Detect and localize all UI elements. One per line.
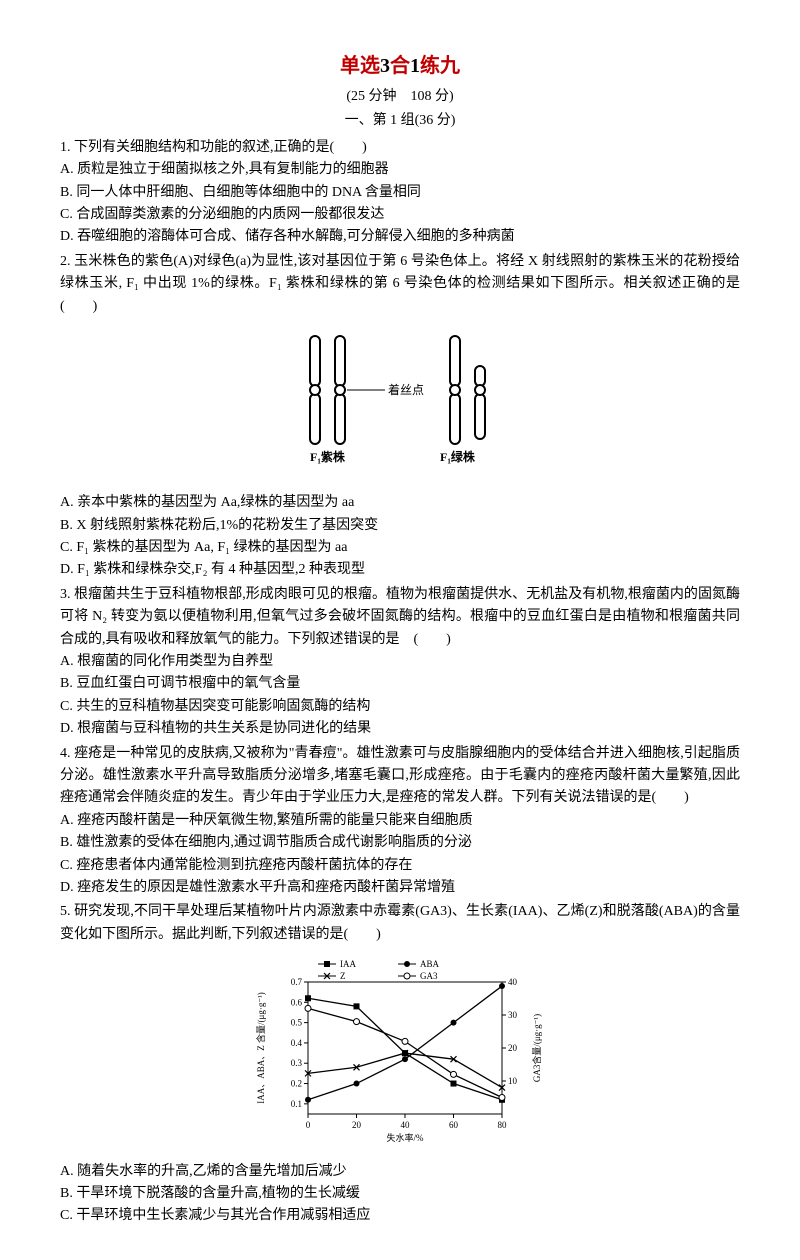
- title-part-5: 练九: [420, 55, 460, 77]
- f1-purple-label: F₁紫株: [310, 449, 346, 464]
- q2-option-a: A. 亲本中紫株的基因型为 Aa,绿株的基因型为 aa: [60, 492, 740, 514]
- q4-option-c: C. 痤疮患者体内通常能检测到抗痤疮丙酸杆菌抗体的存在: [60, 855, 740, 877]
- page-title: 单选3合1练九: [60, 50, 740, 82]
- svg-text:30: 30: [508, 1010, 518, 1020]
- svg-text:IAA: IAA: [340, 959, 356, 969]
- time-score: (25 分钟 108 分): [60, 86, 740, 108]
- q2-option-c: C. F₁ 紫株的基因型为 Aa, F₁ 绿株的基因型为 aa: [60, 537, 740, 559]
- q4-option-a: A. 痤疮丙酸杆菌是一种厌氧微生物,繁殖所需的能量只能来自细胞质: [60, 810, 740, 832]
- svg-text:80: 80: [498, 1120, 508, 1130]
- question-4: 4. 痤疮是一种常见的皮肤病,又被称为"青春痘"。雄性激素可与皮脂腺细胞内的受体…: [60, 743, 740, 900]
- q2-stem: 2. 玉米株色的紫色(A)对绿色(a)为显性,该对基因位于第 6 号染色体上。将…: [60, 251, 740, 318]
- svg-text:0.7: 0.7: [291, 977, 303, 987]
- svg-text:40: 40: [401, 1120, 411, 1130]
- svg-text:0.5: 0.5: [291, 1018, 303, 1028]
- q5-option-c: C. 干旱环境中生长素减少与其光合作用减弱相适应: [60, 1205, 740, 1227]
- svg-text:GA3含量/(μg·g⁻¹): GA3含量/(μg·g⁻¹): [531, 1014, 542, 1082]
- title-part-3: 合: [390, 55, 410, 77]
- question-3: 3. 根瘤菌共生于豆科植物根部,形成肉眼可见的根瘤。植物为根瘤菌提供水、无机盐及…: [60, 584, 740, 741]
- q3-option-a: A. 根瘤菌的同化作用类型为自养型: [60, 651, 740, 673]
- centromere-label: 着丝点: [388, 382, 424, 397]
- q1-stem: 1. 下列有关细胞结构和功能的叙述,正确的是( ): [60, 137, 740, 159]
- question-5-options: A. 随着失水率的升高,乙烯的含量先增加后减少 B. 干旱环境下脱落酸的含量升高…: [60, 1161, 740, 1228]
- svg-text:IAA、ABA、Z 含量/(μg·g⁻¹): IAA、ABA、Z 含量/(μg·g⁻¹): [255, 992, 266, 1104]
- svg-text:ABA: ABA: [420, 959, 440, 969]
- f1-green-label: F₁绿株: [440, 449, 476, 464]
- q4-option-d: D. 痤疮发生的原因是雄性激素水平升高和痤疮丙酸杆菌异常增殖: [60, 877, 740, 899]
- q1-option-d: D. 吞噬细胞的溶酶体可合成、储存各种水解酶,可分解侵入细胞的多种病菌: [60, 226, 740, 248]
- svg-text:Z: Z: [340, 971, 346, 981]
- q1-option-b: B. 同一人体中肝细胞、白细胞等体细胞中的 DNA 含量相同: [60, 182, 740, 204]
- q4-stem: 4. 痤疮是一种常见的皮肤病,又被称为"青春痘"。雄性激素可与皮脂腺细胞内的受体…: [60, 743, 740, 810]
- svg-text:20: 20: [508, 1043, 518, 1053]
- svg-text:0.3: 0.3: [291, 1058, 303, 1068]
- q3-option-b: B. 豆血红蛋白可调节根瘤中的氧气含量: [60, 673, 740, 695]
- q2-option-d: D. F₁ 紫株和绿株杂交,F₂ 有 4 种基因型,2 种表现型: [60, 559, 740, 581]
- q5-stem: 5. 研究发现,不同干旱处理后某植物叶片内源激素中赤霉素(GA3)、生长素(IA…: [60, 901, 740, 946]
- section-1-header: 一、第 1 组(36 分): [60, 110, 740, 132]
- q5-option-b: B. 干旱环境下脱落酸的含量升高,植物的生长减缓: [60, 1183, 740, 1205]
- question-1: 1. 下列有关细胞结构和功能的叙述,正确的是( ) A. 质粒是独立于细菌拟核之…: [60, 137, 740, 249]
- q4-option-b: B. 雄性激素的受体在细胞内,通过调节脂质合成代谢影响脂质的分泌: [60, 832, 740, 854]
- q3-option-c: C. 共生的豆科植物基因突变可能影响固氮酶的结构: [60, 696, 740, 718]
- title-part-2: 3: [380, 55, 390, 77]
- q5-option-a: A. 随着失水率的升高,乙烯的含量先增加后减少: [60, 1161, 740, 1183]
- svg-text:失水率/%: 失水率/%: [387, 1132, 425, 1143]
- svg-text:10: 10: [508, 1076, 518, 1086]
- svg-text:0.6: 0.6: [291, 997, 303, 1007]
- svg-text:0.1: 0.1: [291, 1099, 302, 1109]
- chromosome-svg: 着丝点 F₁紫株 F₁绿株: [270, 326, 530, 476]
- svg-text:0.2: 0.2: [291, 1079, 302, 1089]
- q1-option-a: A. 质粒是独立于细菌拟核之外,具有复制能力的细胞器: [60, 159, 740, 181]
- hormone-chart-svg: 0 20 40 60 80 失水率/% 0.1 0.2 0.3 0.4 0.5 0.6 0.7 10 20 3…: [250, 954, 550, 1144]
- question-5: 5. 研究发现,不同干旱处理后某植物叶片内源激素中赤霉素(GA3)、生长素(IA…: [60, 901, 740, 946]
- question-2: 2. 玉米株色的紫色(A)对绿色(a)为显性,该对基因位于第 6 号染色体上。将…: [60, 251, 740, 318]
- question-2-options: A. 亲本中紫株的基因型为 Aa,绿株的基因型为 aa B. X 射线照射紫株花…: [60, 492, 740, 582]
- svg-text:60: 60: [449, 1120, 459, 1130]
- chromosome-figure: 着丝点 F₁紫株 F₁绿株: [60, 326, 740, 484]
- title-part-1: 单选: [340, 55, 380, 77]
- q2-option-b: B. X 射线照射紫株花粉后,1%的花粉发生了基因突变: [60, 515, 740, 537]
- q1-option-c: C. 合成固醇类激素的分泌细胞的内质网一般都很发达: [60, 204, 740, 226]
- svg-text:40: 40: [508, 977, 518, 987]
- q3-option-d: D. 根瘤菌与豆科植物的共生关系是协同进化的结果: [60, 718, 740, 740]
- svg-text:GA3: GA3: [420, 971, 438, 981]
- title-part-4: 1: [410, 55, 420, 77]
- svg-text:0.4: 0.4: [291, 1038, 303, 1048]
- hormone-chart: 0 20 40 60 80 失水率/% 0.1 0.2 0.3 0.4 0.5 0.6 0.7 10 20 3…: [60, 954, 740, 1152]
- svg-text:0: 0: [306, 1120, 311, 1130]
- q3-stem: 3. 根瘤菌共生于豆科植物根部,形成肉眼可见的根瘤。植物为根瘤菌提供水、无机盐及…: [60, 584, 740, 651]
- svg-text:20: 20: [352, 1120, 362, 1130]
